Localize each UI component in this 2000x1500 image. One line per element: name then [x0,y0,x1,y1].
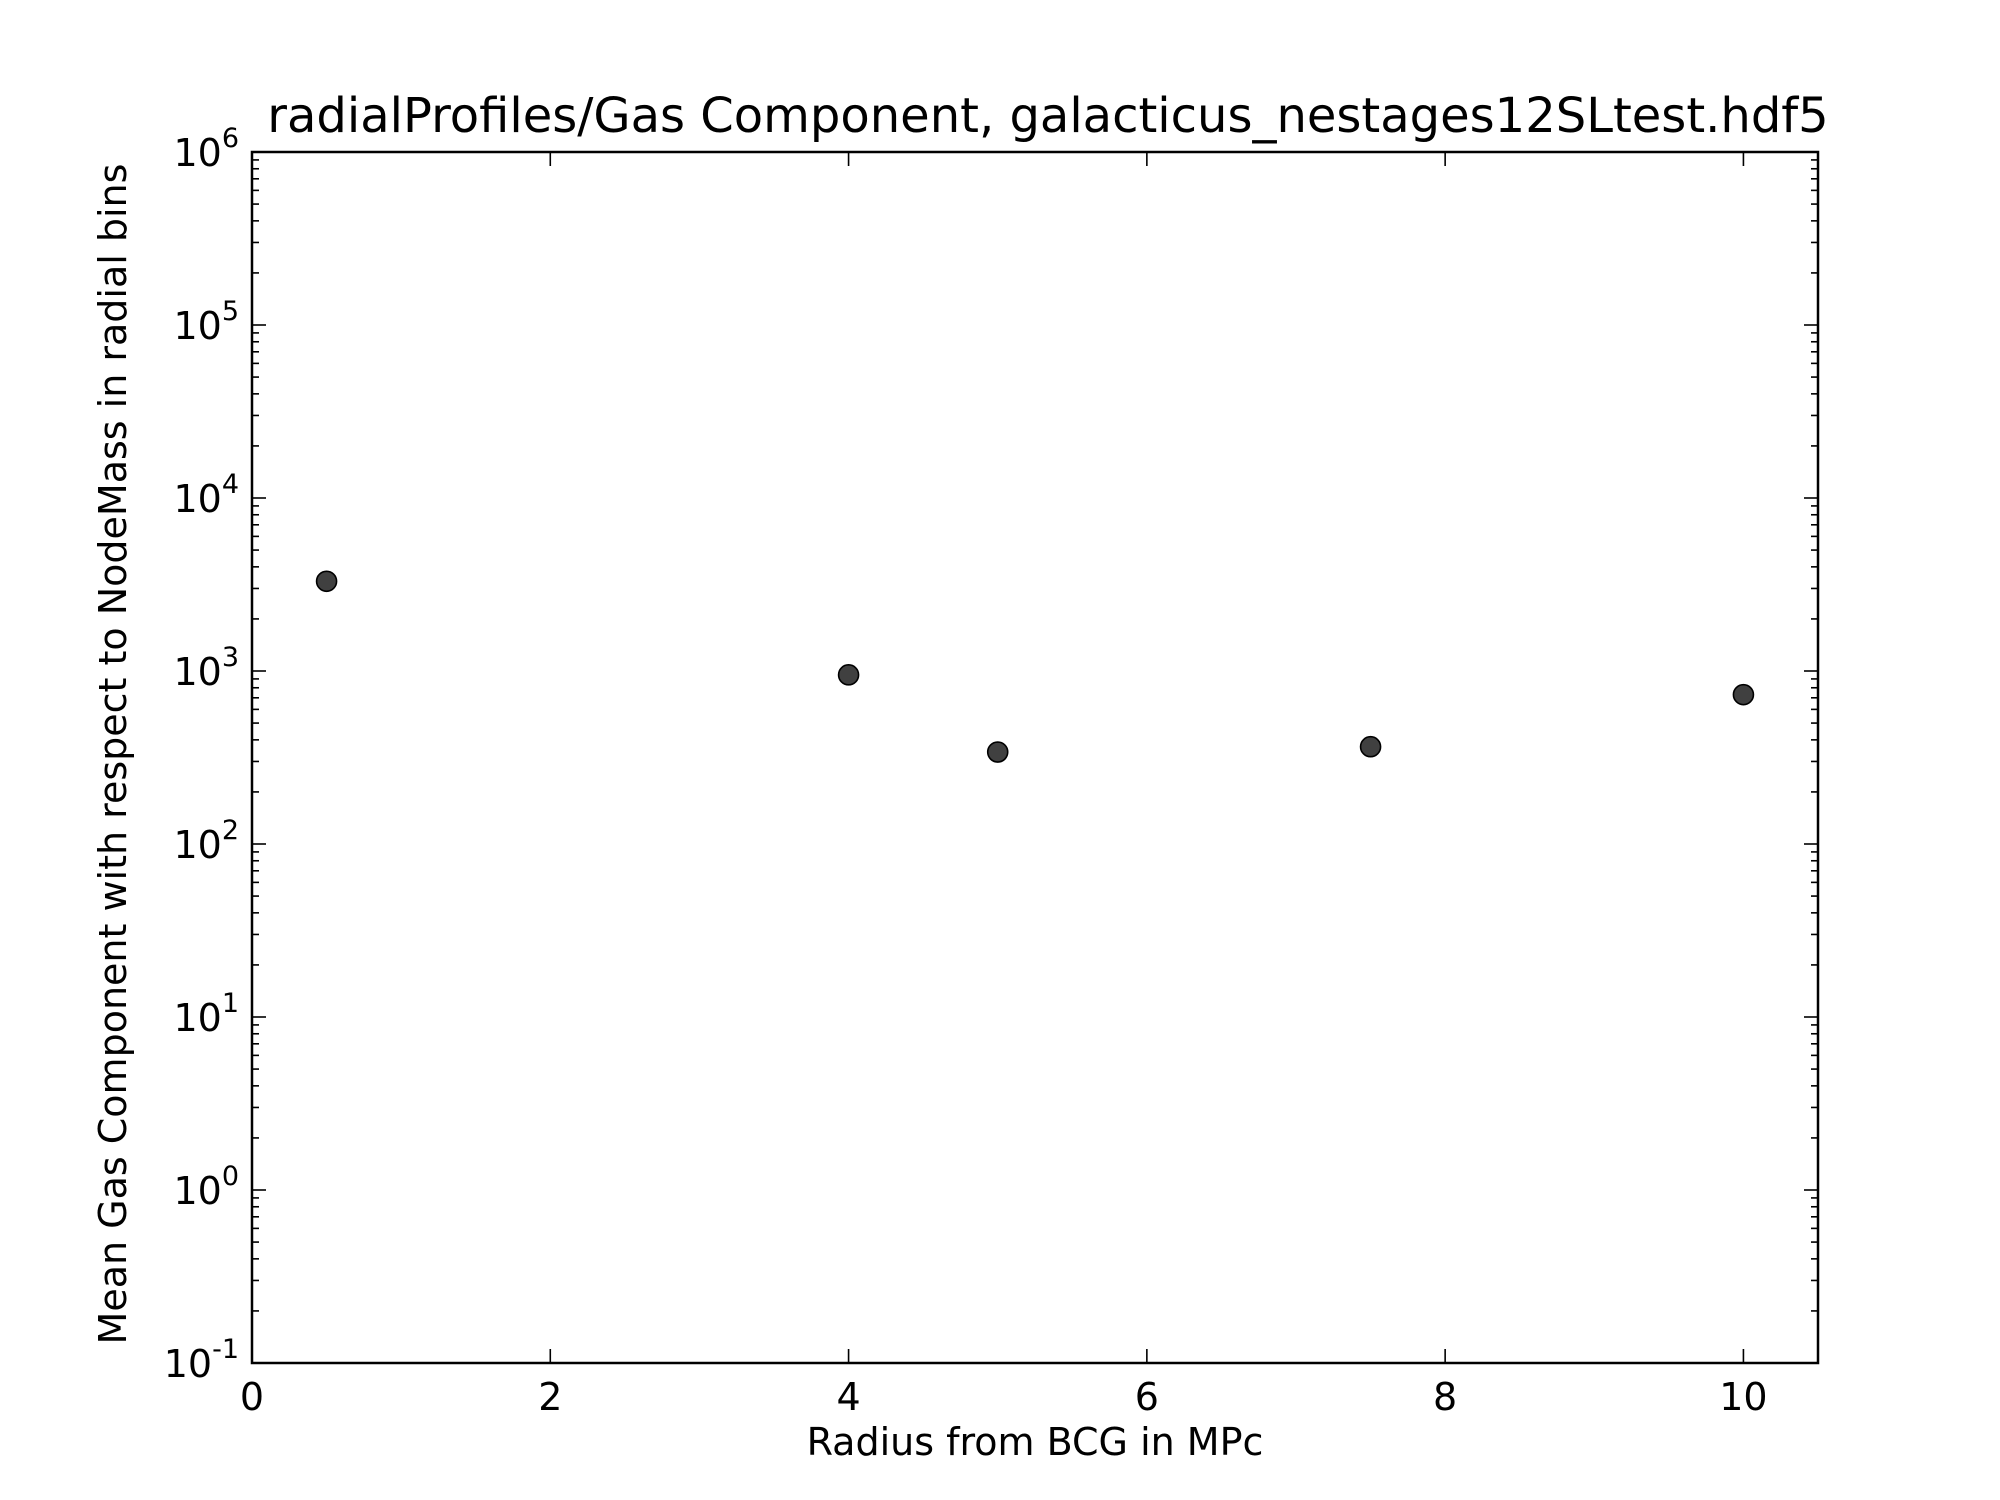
data-point [1732,683,1755,706]
y-tick-label: 10-1 [164,1334,239,1386]
y-axis-title: Mean Gas Component with respect to NodeM… [91,164,135,1345]
plot-frame [250,150,1820,1365]
y-tick-label: 103 [173,642,239,694]
y-tick-label: 106 [173,123,239,175]
y-tick-label: 104 [173,469,239,521]
x-tick-label: 0 [240,1375,264,1419]
data-point [837,664,860,686]
y-tick-label: 105 [173,296,239,348]
axis-ticks [251,151,1818,1364]
y-tick-label: 102 [173,815,239,867]
x-tick-label: 2 [538,1375,562,1419]
x-tick-label: 10 [1719,1375,1767,1419]
x-tick-label: 4 [836,1375,860,1419]
data-point [1359,735,1382,758]
data-points [315,570,1755,763]
chart-title: radialProfiles/Gas Component, galacticus… [267,88,1828,144]
x-tick-label: 6 [1135,1375,1159,1419]
y-tick-labels: 10-1 100 101 102 103 104 105 106 [164,123,239,1386]
data-point [315,570,338,593]
x-tick-labels: 0 2 4 6 8 10 [240,1375,1768,1419]
y-tick-label: 100 [173,1161,239,1213]
x-tick-label: 8 [1433,1375,1457,1419]
y-tick-label: 101 [173,988,239,1040]
x-axis-title: Radius from BCG in MPc [807,1420,1264,1464]
data-point [986,741,1009,763]
